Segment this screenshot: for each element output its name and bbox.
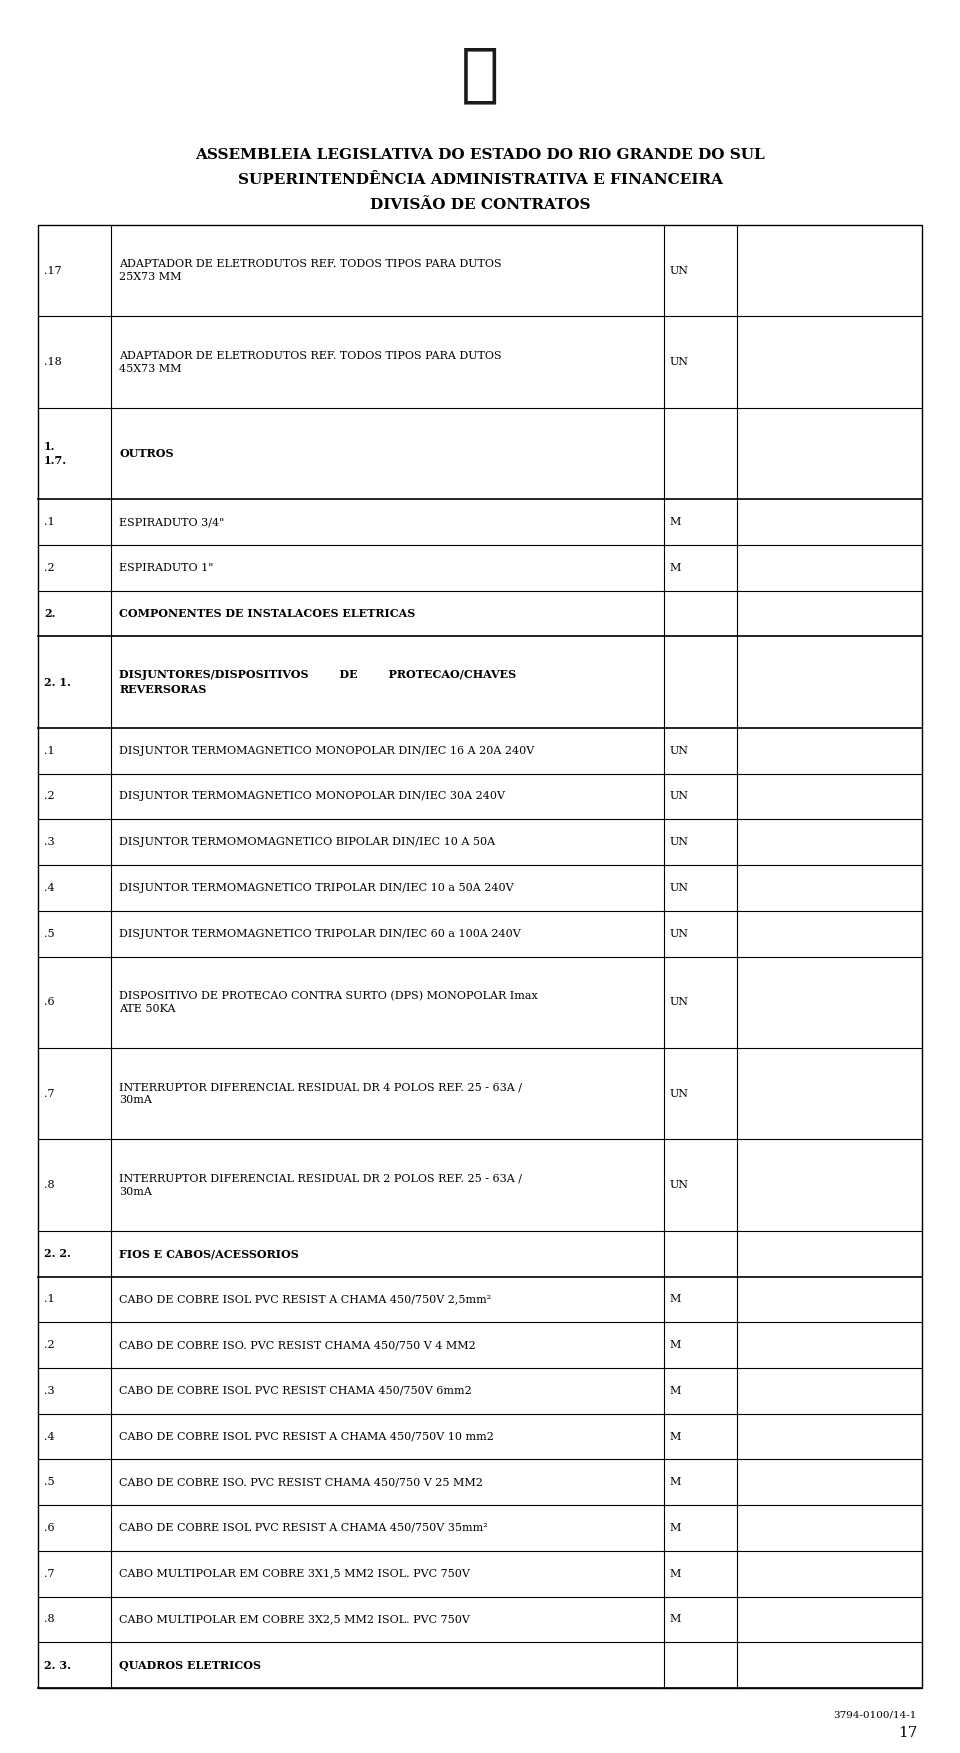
Text: M: M	[670, 1294, 682, 1304]
Text: DISJUNTOR TERMOMAGNETICO TRIPOLAR DIN/IEC 60 a 100A 240V: DISJUNTOR TERMOMAGNETICO TRIPOLAR DIN/IE…	[119, 929, 521, 938]
Text: .2: .2	[44, 1339, 55, 1350]
Text: ASSEMBLEIA LEGISLATIVA DO ESTADO DO RIO GRANDE DO SUL: ASSEMBLEIA LEGISLATIVA DO ESTADO DO RIO …	[195, 147, 765, 161]
Text: UN: UN	[670, 929, 689, 938]
Text: .2: .2	[44, 792, 55, 801]
Text: DIVISÃO DE CONTRATOS: DIVISÃO DE CONTRATOS	[370, 198, 590, 212]
Text: .1: .1	[44, 1294, 55, 1304]
Text: INTERRUPTOR DIFERENCIAL RESIDUAL DR 4 POLOS REF. 25 - 63A /
30mA: INTERRUPTOR DIFERENCIAL RESIDUAL DR 4 PO…	[119, 1082, 522, 1104]
Text: UN: UN	[670, 792, 689, 801]
Text: .7: .7	[44, 1569, 55, 1579]
Text: DISJUNTOR TERMOMAGNETICO TRIPOLAR DIN/IEC 10 a 50A 240V: DISJUNTOR TERMOMAGNETICO TRIPOLAR DIN/IE…	[119, 884, 514, 892]
Text: .8: .8	[44, 1180, 55, 1190]
Text: .18: .18	[44, 358, 61, 366]
Text: .17: .17	[44, 266, 61, 275]
Text: .8: .8	[44, 1615, 55, 1625]
Text: .4: .4	[44, 1432, 55, 1441]
Text: DISJUNTOR TERMOMOMAGNETICO BIPOLAR DIN/IEC 10 A 50A: DISJUNTOR TERMOMOMAGNETICO BIPOLAR DIN/I…	[119, 838, 495, 847]
Text: UN: UN	[670, 358, 689, 366]
Text: DISPOSITIVO DE PROTECAO CONTRA SURTO (DPS) MONOPOLAR Imax
ATE 50KA: DISPOSITIVO DE PROTECAO CONTRA SURTO (DP…	[119, 990, 539, 1013]
Text: ADAPTADOR DE ELETRODUTOS REF. TODOS TIPOS PARA DUTOS
25X73 MM: ADAPTADOR DE ELETRODUTOS REF. TODOS TIPO…	[119, 259, 502, 282]
Text: UN: UN	[670, 1089, 689, 1099]
Text: 17: 17	[898, 1727, 917, 1741]
Text: CABO MULTIPOLAR EM COBRE 3X2,5 MM2 ISOL. PVC 750V: CABO MULTIPOLAR EM COBRE 3X2,5 MM2 ISOL.…	[119, 1615, 470, 1625]
Text: ❧: ❧	[461, 44, 499, 105]
Text: 1.
1.7.: 1. 1.7.	[44, 440, 67, 466]
Text: M: M	[670, 1339, 682, 1350]
Text: QUADROS ELETRICOS: QUADROS ELETRICOS	[119, 1660, 261, 1671]
Text: UN: UN	[670, 997, 689, 1008]
Text: .4: .4	[44, 884, 55, 892]
Text: CABO DE COBRE ISOL PVC RESIST A CHAMA 450/750V 10 mm2: CABO DE COBRE ISOL PVC RESIST A CHAMA 45…	[119, 1432, 494, 1441]
Text: ESPIRADUTO 3/4": ESPIRADUTO 3/4"	[119, 517, 225, 528]
Text: .1: .1	[44, 517, 55, 528]
Text: M: M	[670, 517, 682, 528]
Text: M: M	[670, 1615, 682, 1625]
Text: M: M	[670, 1569, 682, 1579]
Text: UN: UN	[670, 1180, 689, 1190]
Text: ADAPTADOR DE ELETRODUTOS REF. TODOS TIPOS PARA DUTOS
45X73 MM: ADAPTADOR DE ELETRODUTOS REF. TODOS TIPO…	[119, 351, 502, 373]
Text: .3: .3	[44, 1387, 55, 1395]
Text: COMPONENTES DE INSTALACOES ELETRICAS: COMPONENTES DE INSTALACOES ELETRICAS	[119, 608, 416, 619]
Text: 3794-0100/14-1: 3794-0100/14-1	[833, 1711, 917, 1720]
Text: UN: UN	[670, 266, 689, 275]
Text: ESPIRADUTO 1": ESPIRADUTO 1"	[119, 563, 214, 573]
Text: CABO DE COBRE ISOL PVC RESIST A CHAMA 450/750V 2,5mm²: CABO DE COBRE ISOL PVC RESIST A CHAMA 45…	[119, 1294, 492, 1304]
Text: CABO DE COBRE ISOL PVC RESIST CHAMA 450/750V 6mm2: CABO DE COBRE ISOL PVC RESIST CHAMA 450/…	[119, 1387, 472, 1395]
Text: CABO DE COBRE ISO. PVC RESIST CHAMA 450/750 V 25 MM2: CABO DE COBRE ISO. PVC RESIST CHAMA 450/…	[119, 1478, 483, 1487]
Text: .6: .6	[44, 997, 55, 1008]
Text: M: M	[670, 1387, 682, 1395]
Text: M: M	[670, 1523, 682, 1532]
Text: M: M	[670, 563, 682, 573]
Text: CABO DE COBRE ISO. PVC RESIST CHAMA 450/750 V 4 MM2: CABO DE COBRE ISO. PVC RESIST CHAMA 450/…	[119, 1339, 476, 1350]
Text: 2. 3.: 2. 3.	[44, 1660, 71, 1671]
Text: .7: .7	[44, 1089, 55, 1099]
Text: M: M	[670, 1478, 682, 1487]
Text: 2. 1.: 2. 1.	[44, 677, 71, 687]
Text: DISJUNTOR TERMOMAGNETICO MONOPOLAR DIN/IEC 30A 240V: DISJUNTOR TERMOMAGNETICO MONOPOLAR DIN/I…	[119, 792, 505, 801]
Text: FIOS E CABOS/ACESSORIOS: FIOS E CABOS/ACESSORIOS	[119, 1248, 300, 1259]
Text: DISJUNTOR TERMOMAGNETICO MONOPOLAR DIN/IEC 16 A 20A 240V: DISJUNTOR TERMOMAGNETICO MONOPOLAR DIN/I…	[119, 745, 535, 756]
Text: .5: .5	[44, 929, 55, 938]
Text: .1: .1	[44, 745, 55, 756]
Text: .6: .6	[44, 1523, 55, 1532]
Text: INTERRUPTOR DIFERENCIAL RESIDUAL DR 2 POLOS REF. 25 - 63A /
30mA: INTERRUPTOR DIFERENCIAL RESIDUAL DR 2 PO…	[119, 1173, 522, 1197]
Text: .5: .5	[44, 1478, 55, 1487]
Text: 2.: 2.	[44, 608, 56, 619]
Text: SUPERINTENDÊNCIA ADMINISTRATIVA E FINANCEIRA: SUPERINTENDÊNCIA ADMINISTRATIVA E FINANC…	[237, 174, 723, 188]
Text: 2. 2.: 2. 2.	[44, 1248, 71, 1259]
Text: UN: UN	[670, 838, 689, 847]
Text: .3: .3	[44, 838, 55, 847]
Text: M: M	[670, 1432, 682, 1441]
Text: UN: UN	[670, 884, 689, 892]
Text: CABO DE COBRE ISOL PVC RESIST A CHAMA 450/750V 35mm²: CABO DE COBRE ISOL PVC RESIST A CHAMA 45…	[119, 1523, 488, 1532]
Text: UN: UN	[670, 745, 689, 756]
Text: OUTROS: OUTROS	[119, 449, 174, 459]
Bar	[38, 224, 922, 1688]
Text: CABO MULTIPOLAR EM COBRE 3X1,5 MM2 ISOL. PVC 750V: CABO MULTIPOLAR EM COBRE 3X1,5 MM2 ISOL.…	[119, 1569, 470, 1579]
Text: .2: .2	[44, 563, 55, 573]
Text: DISJUNTORES/DISPOSITIVOS        DE        PROTECAO/CHAVES
REVERSORAS: DISJUNTORES/DISPOSITIVOS DE PROTECAO/CHA…	[119, 670, 516, 694]
